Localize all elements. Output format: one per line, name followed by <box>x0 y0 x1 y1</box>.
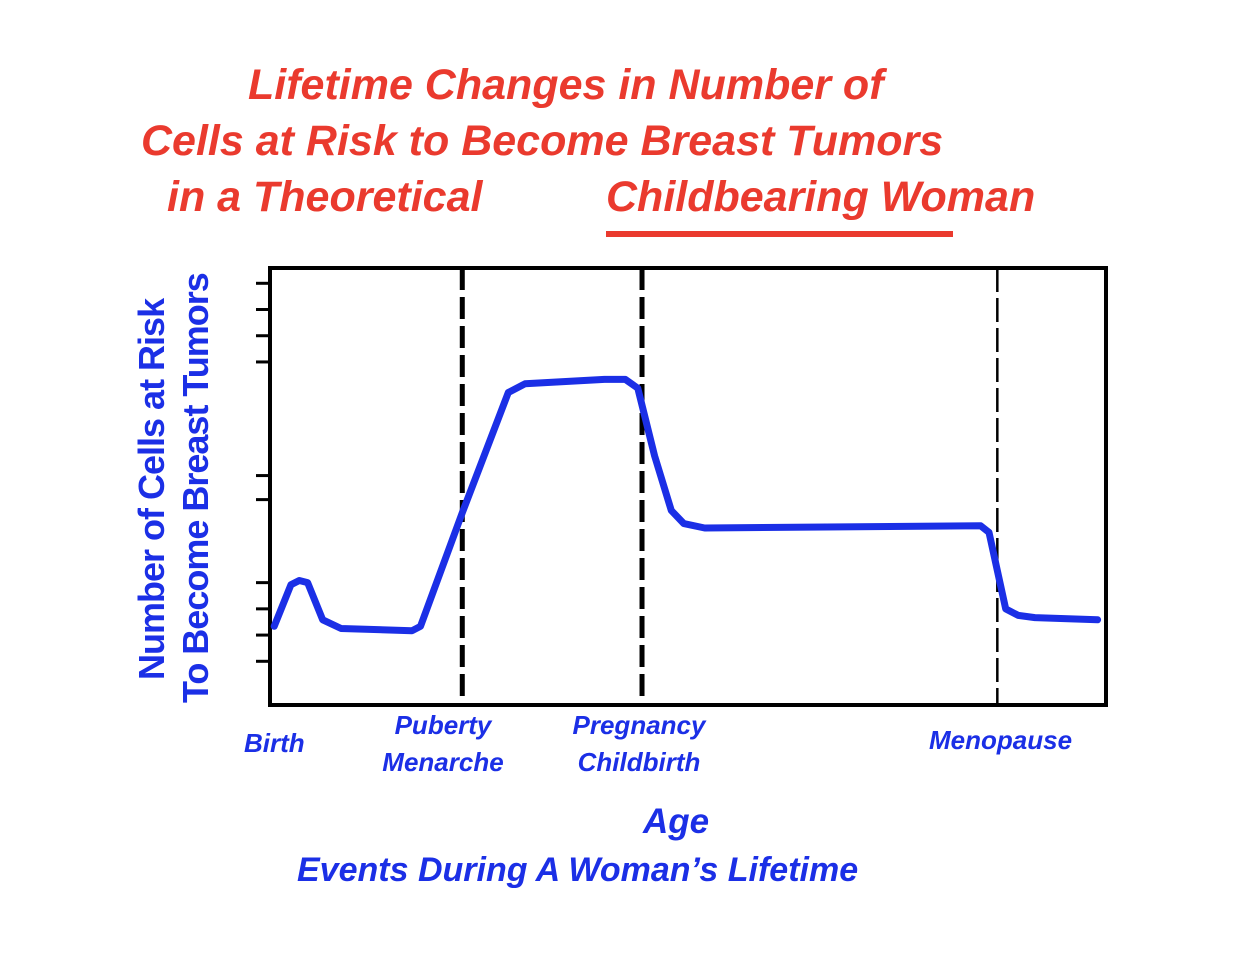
event-label-birth: Birth <box>244 728 305 758</box>
chart-title-line-3a: in a Theoretical <box>167 173 483 221</box>
chart-title-line-2: Cells at Risk to Become Breast Tumors <box>141 117 944 165</box>
event-label-puberty-menarche: Puberty Menarche <box>382 710 504 777</box>
chart-title-line-1: Lifetime Changes in Number of <box>248 61 884 109</box>
plot-frame <box>268 266 1108 707</box>
x-axis-label-line-1: Age <box>642 802 710 841</box>
title-underline <box>606 231 953 237</box>
event-label-pregnancy-childbirth: Pregnancy Childbirth <box>572 710 706 777</box>
event-label-menopause: Menopause <box>929 725 1073 755</box>
series-line-0 <box>270 375 1102 635</box>
chart-title-line-3b: Childbearing Woman <box>606 173 1036 221</box>
x-axis-label-line-2: Events During A Woman’s Lifetime <box>297 851 859 889</box>
